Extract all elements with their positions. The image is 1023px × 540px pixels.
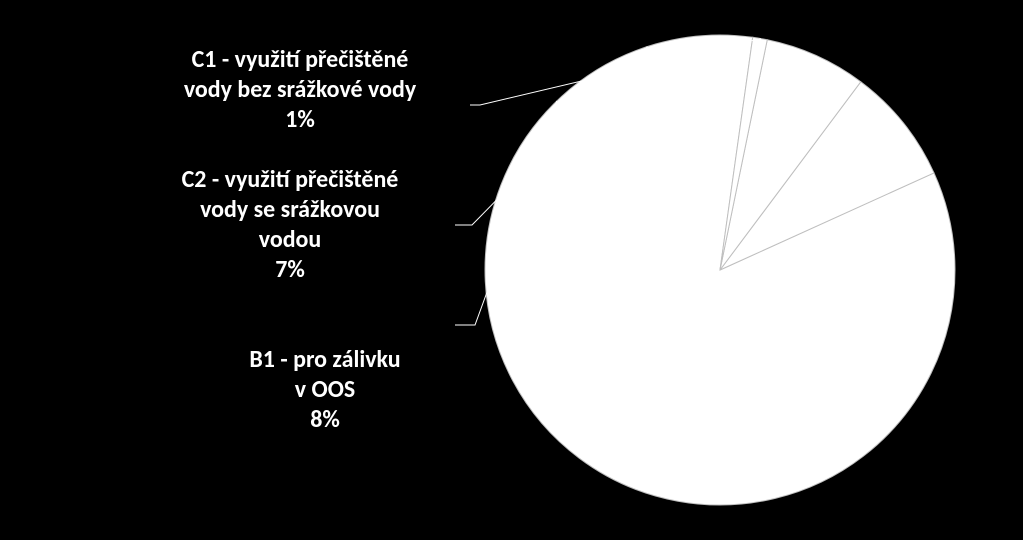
chart-stage: C1 - využití přečištěné vody bez srážkov… bbox=[0, 0, 1023, 540]
slice-label-c1: C1 - využití přečištěné vody bez srážkov… bbox=[130, 45, 470, 135]
slice-label-b1: B1 - pro zálivku v OOS 8% bbox=[195, 345, 455, 435]
slice-label-c2: C2 - využití přečištěné vody se srážkovo… bbox=[125, 165, 455, 285]
